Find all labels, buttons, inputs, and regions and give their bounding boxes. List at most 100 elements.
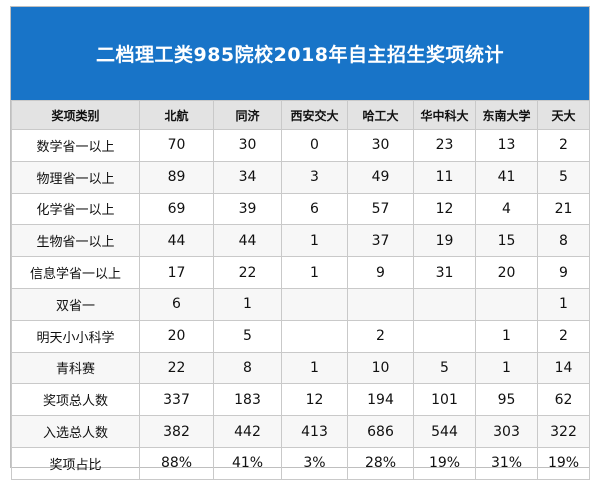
cell-tongji: 39 <box>213 192 282 226</box>
cell-category: 数学省一以上 <box>11 129 140 162</box>
cell-xjtu: 0 <box>281 129 348 162</box>
cell-beihang: 88% <box>139 446 214 480</box>
cell-xjtu: 1 <box>281 256 348 289</box>
cell-category: 青科赛 <box>11 351 140 385</box>
cell-category: 信息学省一以上 <box>11 256 140 289</box>
cell-hust: 19 <box>413 224 476 258</box>
cell-hust <box>413 287 476 321</box>
cell-xjtu <box>281 319 348 353</box>
cell-xjtu: 6 <box>281 192 348 226</box>
header-tju: 天大 <box>537 100 590 130</box>
cell-seu: 20 <box>475 256 538 289</box>
table-row: 物理省一以上 89 34 3 49 11 41 5 <box>11 160 590 194</box>
header-xjtu: 西安交大 <box>281 100 348 130</box>
header-award-category: 奖项类别 <box>11 100 140 130</box>
header-seu: 东南大学 <box>475 100 538 130</box>
cell-tongji: 44 <box>213 224 282 258</box>
cell-seu: 1 <box>475 351 538 385</box>
cell-hust: 31 <box>413 256 476 289</box>
cell-beihang: 17 <box>139 256 214 289</box>
cell-beihang: 22 <box>139 351 214 385</box>
cell-seu: 13 <box>475 129 538 162</box>
header-hust: 华中科大 <box>413 100 476 130</box>
cell-tju: 9 <box>537 256 590 289</box>
cell-hit: 57 <box>347 192 414 226</box>
cell-tju: 2 <box>537 129 590 162</box>
cell-beihang: 69 <box>139 192 214 226</box>
cell-hust: 5 <box>413 351 476 385</box>
cell-category: 明天小小科学 <box>11 319 140 353</box>
cell-xjtu <box>281 287 348 321</box>
cell-category: 化学省一以上 <box>11 192 140 226</box>
cell-seu: 15 <box>475 224 538 258</box>
table-row: 数学省一以上 70 30 0 30 23 13 2 <box>11 129 590 162</box>
cell-tju: 8 <box>537 224 590 258</box>
header-beihang: 北航 <box>139 100 214 130</box>
cell-tongji: 22 <box>213 256 282 289</box>
cell-seu: 41 <box>475 160 538 194</box>
cell-xjtu: 1 <box>281 224 348 258</box>
cell-beihang: 20 <box>139 319 214 353</box>
cell-tju: 322 <box>537 415 590 448</box>
cell-category: 物理省一以上 <box>11 160 140 194</box>
cell-category: 奖项占比 <box>11 446 140 480</box>
cell-tongji: 30 <box>213 129 282 162</box>
cell-hit: 28% <box>347 446 414 480</box>
cell-hust: 12 <box>413 192 476 226</box>
cell-beihang: 44 <box>139 224 214 258</box>
award-stats-table: 奖项类别 北航 同济 西安交大 哈工大 华中科大 东南大学 天大 数学省一以上 7… <box>11 100 590 480</box>
cell-category: 入选总人数 <box>11 415 140 448</box>
header-tongji: 同济 <box>213 100 282 130</box>
cell-hust: 11 <box>413 160 476 194</box>
cell-hit: 30 <box>347 129 414 162</box>
cell-tju: 21 <box>537 192 590 226</box>
cell-tju: 62 <box>537 383 590 417</box>
cell-hit: 37 <box>347 224 414 258</box>
cell-seu: 1 <box>475 319 538 353</box>
cell-beihang: 70 <box>139 129 214 162</box>
cell-xjtu: 3% <box>281 446 348 480</box>
cell-hit: 2 <box>347 319 414 353</box>
cell-xjtu: 12 <box>281 383 348 417</box>
cell-xjtu: 3 <box>281 160 348 194</box>
table-row: 入选总人数 382 442 413 686 544 303 322 <box>11 415 590 448</box>
cell-tju: 1 <box>537 287 590 321</box>
cell-hit: 9 <box>347 256 414 289</box>
table-row: 化学省一以上 69 39 6 57 12 4 21 <box>11 192 590 226</box>
cell-seu: 4 <box>475 192 538 226</box>
table-title: 二档理工类985院校2018年自主招生奖项统计 <box>11 7 589 100</box>
cell-tongji: 5 <box>213 319 282 353</box>
table-row: 信息学省一以上 17 22 1 9 31 20 9 <box>11 256 590 289</box>
cell-tongji: 41% <box>213 446 282 480</box>
table-row: 明天小小科学 20 5 2 1 2 <box>11 319 590 353</box>
cell-beihang: 6 <box>139 287 214 321</box>
header-row: 奖项类别 北航 同济 西安交大 哈工大 华中科大 东南大学 天大 <box>11 100 590 130</box>
cell-hust: 19% <box>413 446 476 480</box>
cell-hust <box>413 319 476 353</box>
cell-tju: 5 <box>537 160 590 194</box>
table-row: 双省一 6 1 1 <box>11 287 590 321</box>
table-row: 奖项总人数 337 183 12 194 101 95 62 <box>11 383 590 417</box>
cell-category: 奖项总人数 <box>11 383 140 417</box>
cell-seu: 95 <box>475 383 538 417</box>
cell-tongji: 8 <box>213 351 282 385</box>
cell-tongji: 183 <box>213 383 282 417</box>
table-row: 奖项占比 88% 41% 3% 28% 19% 31% 19% <box>11 446 590 480</box>
table-row: 生物省一以上 44 44 1 37 19 15 8 <box>11 224 590 258</box>
cell-tongji: 1 <box>213 287 282 321</box>
header-hit: 哈工大 <box>347 100 414 130</box>
cell-beihang: 337 <box>139 383 214 417</box>
cell-seu: 303 <box>475 415 538 448</box>
cell-category: 双省一 <box>11 287 140 321</box>
cell-beihang: 89 <box>139 160 214 194</box>
cell-tju: 19% <box>537 446 590 480</box>
stats-table-card: 二档理工类985院校2018年自主招生奖项统计 奖项类别 北航 同济 西安交大 … <box>10 6 590 480</box>
cell-tju: 14 <box>537 351 590 385</box>
cell-seu <box>475 287 538 321</box>
table-row: 青科赛 22 8 1 10 5 1 14 <box>11 351 590 385</box>
cell-hit: 10 <box>347 351 414 385</box>
cell-seu: 31% <box>475 446 538 480</box>
cell-tongji: 442 <box>213 415 282 448</box>
cell-hit: 686 <box>347 415 414 448</box>
cell-hit: 49 <box>347 160 414 194</box>
